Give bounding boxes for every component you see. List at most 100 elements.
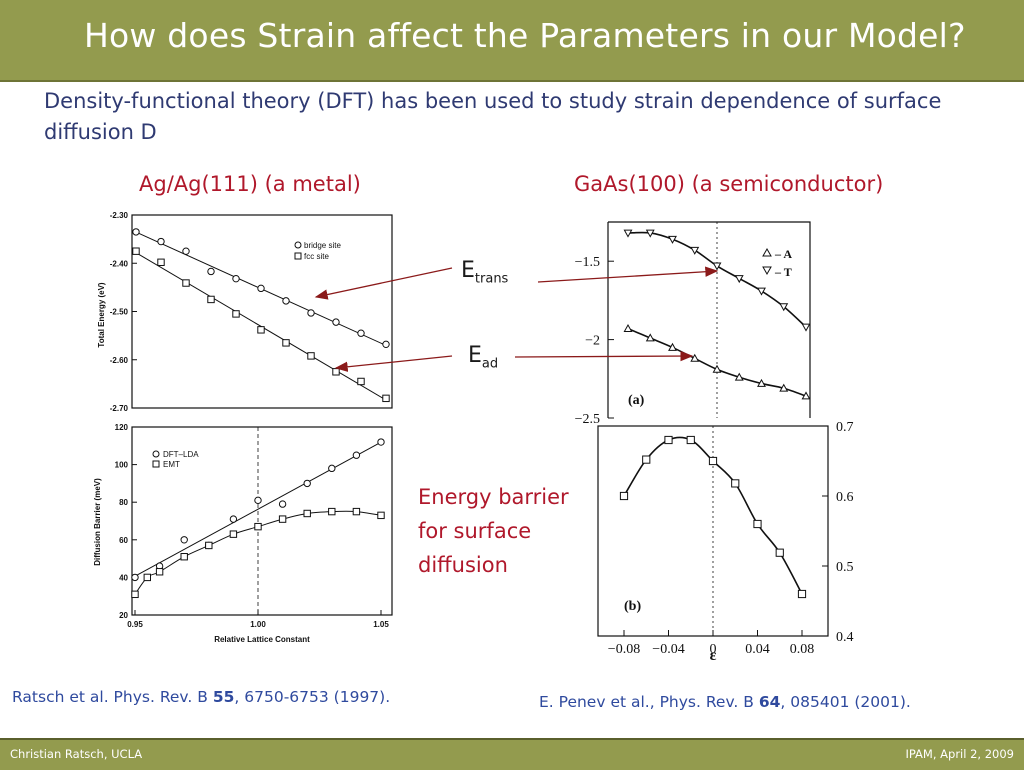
title-bar: How does Strain affect the Parameters in…: [0, 0, 1024, 82]
x-tick-label: 1.00: [250, 620, 266, 629]
y-tick-label: −2: [585, 334, 600, 349]
data-point: [332, 318, 340, 326]
data-point: [254, 522, 262, 531]
etrans-arrow-left: [314, 267, 453, 300]
y-tick-label: 0.4: [836, 630, 854, 645]
data-point: [645, 229, 655, 238]
y-tick-label: -2.40: [110, 259, 129, 268]
reference-left: Ratsch et al. Phys. Rev. B 55, 6750-6753…: [12, 688, 391, 706]
data-point: [180, 553, 188, 561]
x-axis-label: ε: [710, 647, 717, 664]
y-tick-label: 100: [115, 461, 129, 470]
data-point: [690, 246, 700, 255]
data-point: [668, 342, 677, 351]
y-tick-label: -2.70: [110, 404, 129, 413]
panel-label-a: (a): [628, 393, 645, 408]
y-axis-label: Total Energy (eV): [97, 282, 106, 348]
legend-fcc-site: fcc site: [304, 252, 329, 261]
data-point: [686, 435, 695, 445]
legend-bridge-site: bridge site: [304, 241, 341, 250]
chart-diffusion-barrier: 120 100 80 60 40 200.95 1.00 1.05 Diffusion Bar…: [93, 423, 393, 644]
data-point: [382, 394, 390, 403]
legend-emt: EMT: [163, 460, 180, 469]
etrans-label: Etrans: [461, 258, 509, 287]
y-tick-label: 80: [119, 498, 128, 507]
data-point: [775, 548, 784, 557]
chart-gaas-barrier: 0.7 0.6 0.5 0.4 −0.08 −0.04 0 0.04 0.08 (b) ε: [597, 420, 854, 664]
y-tick-label: -2.30: [110, 211, 129, 220]
y-axis-label: Diffusion Barrier (meV): [93, 478, 102, 566]
data-point: [232, 310, 240, 318]
legend-t: – T: [774, 265, 792, 279]
data-point: [307, 352, 315, 360]
data-point: [143, 573, 151, 582]
data-point: [377, 511, 385, 520]
data-point: [131, 573, 139, 582]
reference-right: E. Penev et al., Phys. Rev. B 64, 085401…: [539, 693, 911, 711]
data-point: [377, 438, 385, 446]
data-point: [797, 589, 807, 599]
x-tick-label: 0.95: [127, 620, 143, 629]
y-tick-label: -2.50: [110, 308, 129, 317]
data-point: [254, 496, 262, 505]
x-tick-label: 0: [710, 642, 717, 657]
data-point: [131, 590, 139, 599]
y-tick-label: 20: [119, 611, 128, 620]
data-point: [182, 279, 190, 287]
legend-dft-lda: DFT–LDA: [163, 450, 199, 459]
data-point: [668, 235, 677, 244]
x-tick-label: 1.05: [373, 620, 389, 629]
data-point: [207, 267, 215, 276]
chart-total-energy: -2.30 -2.40 -2.50 -2.60 -2.70 Total Energy (…: [97, 211, 393, 413]
data-point: [357, 377, 365, 386]
data-point: [352, 451, 361, 459]
data-point: [157, 237, 165, 246]
data-point: [257, 326, 265, 334]
data-point: [352, 507, 361, 516]
data-point: [328, 464, 336, 473]
etrans-arrow-right: [537, 266, 719, 283]
data-point: [303, 509, 311, 518]
right-heading: GaAs(100) (a semiconductor): [574, 172, 884, 196]
x-tick-label: −0.08: [608, 642, 640, 657]
y-tick-label: 40: [119, 573, 128, 582]
legend: bridge site fcc site: [294, 241, 341, 261]
x-tick-label: −0.04: [652, 642, 684, 657]
data-point: [207, 295, 215, 304]
legend-a: – A: [774, 247, 792, 261]
ead-label: Ead: [468, 343, 499, 372]
data-point: [642, 455, 651, 464]
data-point: [303, 479, 311, 488]
x-tick-label: 0.04: [745, 642, 770, 657]
ead-arrow-right: [514, 350, 694, 362]
intro-text: Density-functional theory (DFT) has been…: [44, 89, 942, 144]
y-tick-label: 60: [119, 536, 128, 545]
data-point: [623, 229, 633, 238]
chart-gaas-energies: −1.5 −2 −2.5 (a) – A – T: [575, 221, 811, 427]
footer-bar: Christian Ratsch, UCLA IPAM, April 2, 20…: [0, 738, 1024, 770]
data-point: [155, 568, 164, 576]
data-point: [157, 258, 165, 266]
data-point: [708, 456, 718, 466]
slide-title: How does Strain affect the Parameters in…: [84, 16, 966, 55]
fit-line-dft: [134, 441, 382, 577]
data-point: [180, 536, 188, 544]
footer-date: IPAM, April 2, 2009: [905, 747, 1014, 761]
data-point: [205, 541, 213, 550]
data-point: [801, 391, 811, 400]
data-point: [229, 515, 238, 523]
y-tick-label: 0.7: [836, 420, 854, 435]
data-point: [623, 323, 633, 333]
data-point: [779, 303, 789, 312]
data-point: [132, 228, 140, 236]
y-tick-label: −2.5: [575, 412, 600, 427]
energy-barrier-caption: Energy barrier for surface diffusion: [418, 485, 569, 577]
data-point: [664, 435, 673, 445]
data-point: [282, 297, 290, 305]
data-point: [132, 247, 140, 255]
legend: – A – T: [762, 247, 792, 279]
ead-arrow-left: [334, 355, 453, 372]
data-point: [734, 275, 744, 284]
data-point: [257, 284, 265, 293]
